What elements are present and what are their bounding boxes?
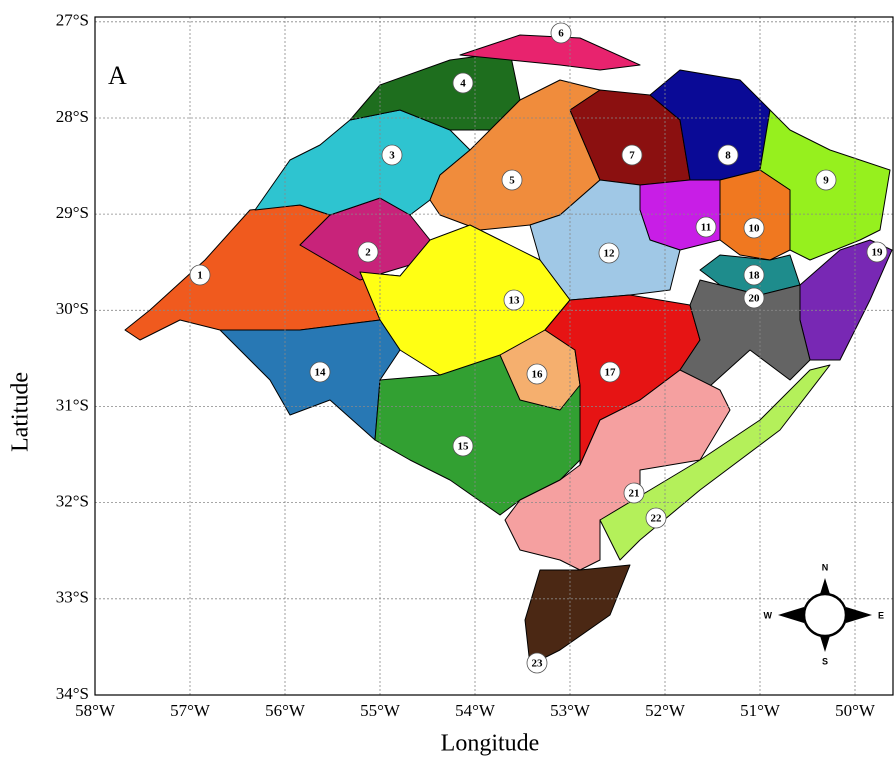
compass-arrow — [846, 607, 872, 623]
x-tick-label: 57°W — [170, 701, 211, 720]
x-tick-label: 55°W — [360, 701, 401, 720]
y-tick-label: 27°S — [56, 11, 89, 30]
region-label: 15 — [458, 441, 470, 453]
region-label: 1 — [197, 270, 203, 282]
region-label: 13 — [509, 295, 521, 307]
x-tick-label: 54°W — [455, 701, 496, 720]
x-tick-label: 50°W — [835, 701, 876, 720]
x-axis-title: Longitude — [441, 731, 540, 757]
compass-ring — [804, 594, 846, 636]
region-label: 8 — [725, 150, 731, 162]
compass-n: N — [822, 562, 829, 572]
region-label: 9 — [823, 175, 829, 187]
compass-e: E — [878, 610, 884, 620]
y-tick-label: 29°S — [56, 203, 89, 222]
compass: N S E W — [764, 562, 885, 666]
x-tick-label: 52°W — [645, 701, 686, 720]
x-tick-label: 56°W — [265, 701, 306, 720]
region — [220, 320, 400, 440]
region-label: 2 — [365, 247, 371, 259]
map-figure: A Longitude Latitude 58°W 57°W 56°W 55°W 54°… — [0, 0, 896, 760]
region-label: 22 — [651, 513, 663, 525]
region — [640, 180, 720, 250]
region-label: 10 — [749, 223, 761, 235]
x-tick-label: 53°W — [550, 701, 591, 720]
region-label: 19 — [872, 247, 884, 259]
region-label: 20 — [749, 293, 761, 305]
region-label: 5 — [509, 175, 515, 187]
x-tick-label: 58°W — [75, 701, 116, 720]
region-label: 14 — [315, 367, 327, 379]
region-label: 6 — [558, 28, 564, 40]
region-label: 11 — [701, 222, 711, 234]
region-label: 18 — [749, 270, 761, 282]
panel-label: A — [108, 61, 127, 90]
region-label: 17 — [605, 367, 617, 379]
region-label: 23 — [532, 658, 544, 670]
compass-arrow — [778, 607, 804, 623]
region — [720, 170, 790, 260]
y-tick-label: 34°S — [56, 684, 89, 703]
y-axis-title: Latitude — [8, 372, 34, 452]
x-tick-label: 51°W — [740, 701, 781, 720]
regions — [125, 35, 892, 665]
page: {"map": { "panel_label": "A", "x_label":… — [0, 0, 896, 760]
region-label: 4 — [460, 78, 466, 90]
y-tick-label: 30°S — [56, 299, 89, 318]
region-label: 16 — [532, 369, 544, 381]
y-tick-label: 32°S — [56, 492, 89, 511]
region — [525, 565, 630, 665]
compass-s: S — [822, 656, 828, 666]
y-tick-label: 31°S — [56, 395, 89, 414]
y-tick-label: 33°S — [56, 588, 89, 607]
region-label: 12 — [604, 248, 616, 260]
region-label: 21 — [629, 488, 640, 500]
y-tick-label: 28°S — [56, 107, 89, 126]
region-label: 7 — [629, 150, 635, 162]
compass-w: W — [764, 610, 773, 620]
region-label: 3 — [389, 150, 395, 162]
